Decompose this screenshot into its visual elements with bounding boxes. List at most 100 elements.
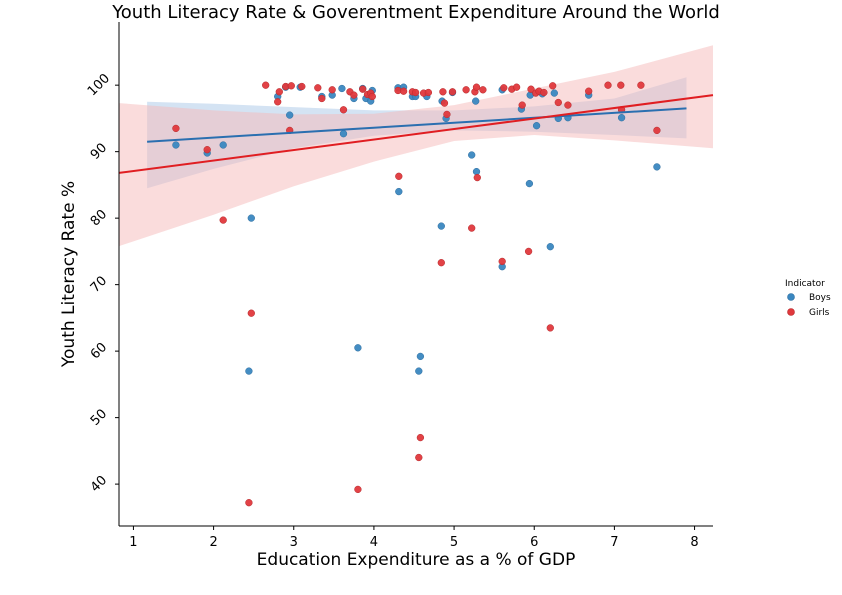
girls-point: [245, 499, 253, 507]
girls-point: [637, 81, 645, 89]
girls-point: [415, 453, 423, 462]
x-tick-label: 7: [610, 535, 618, 550]
boys-point: [472, 97, 480, 105]
girls-point: [527, 85, 535, 93]
girls-point: [468, 224, 476, 232]
girls-point: [368, 92, 376, 101]
girls-point: [440, 99, 449, 107]
girls-point: [318, 94, 326, 103]
boys-point: [354, 344, 362, 352]
girls-point: [287, 82, 295, 90]
boys-point: [468, 151, 476, 159]
girls-point: [359, 85, 367, 93]
boys-point: [550, 89, 558, 97]
girls-point: [498, 257, 506, 266]
x-tick-label: 8: [690, 535, 698, 550]
boys-point: [416, 352, 425, 361]
y-tick-label: 50: [88, 406, 110, 428]
y-tick-label: 80: [88, 207, 110, 229]
y-tick-label: 40: [88, 473, 110, 495]
girls-point: [416, 433, 425, 442]
girls-point: [203, 146, 211, 154]
girls-point: [472, 83, 481, 91]
legend: Indicator Boys Girls: [785, 279, 831, 318]
girls-point: [247, 309, 255, 317]
girls-point: [585, 87, 593, 95]
girls-point: [437, 259, 445, 267]
legend-label-boys: Boys: [809, 293, 831, 303]
legend-title: Indicator: [785, 279, 825, 289]
girls-point: [549, 82, 557, 90]
boys-point: [546, 243, 554, 251]
girls-point: [275, 88, 283, 96]
regression-layer: [118, 94, 714, 174]
girls-point: [554, 98, 562, 107]
girls-point: [443, 110, 451, 119]
y-tick-label: 90: [88, 141, 110, 163]
boys-point: [219, 141, 227, 149]
chart-title: Youth Literacy Rate & Goverentment Expen…: [111, 2, 720, 23]
boys-point: [172, 141, 180, 149]
girls-point: [604, 81, 612, 89]
girls-point: [314, 84, 322, 92]
boys-point: [395, 187, 403, 196]
y-tick-label: 70: [88, 273, 110, 295]
y-ticks: 40 50 60 70 80 90 100: [85, 71, 119, 495]
x-tick-label: 2: [209, 535, 217, 550]
girls-point: [479, 86, 487, 94]
girls-point: [473, 173, 481, 182]
boys-point: [437, 222, 445, 230]
legend-marker-boys: [787, 293, 795, 301]
girls-point: [439, 88, 447, 96]
girls-point: [424, 88, 433, 97]
boys-point: [472, 167, 481, 176]
boys-point: [245, 367, 253, 375]
girls-point: [328, 86, 336, 94]
girls-point: [219, 216, 227, 224]
girls-point: [500, 84, 508, 92]
x-tick-label: 5: [450, 535, 458, 550]
x-tick-label: 6: [530, 535, 538, 550]
girls-confidence-band: [119, 45, 713, 247]
points-layer: [172, 81, 661, 507]
girls-point: [617, 81, 625, 89]
x-tick-label: 1: [129, 535, 137, 550]
girls-point: [411, 88, 420, 97]
legend-label-girls: Girls: [809, 308, 830, 318]
girls-point: [546, 324, 554, 332]
y-tick-label: 60: [88, 340, 110, 362]
girls-point: [448, 88, 457, 96]
girls-point: [653, 126, 661, 135]
boys-point: [525, 179, 534, 188]
girls-point: [512, 83, 521, 91]
girls-point: [274, 98, 282, 106]
y-tick-label: 100: [85, 71, 113, 99]
legend-marker-girls: [787, 308, 795, 316]
x-tick-label: 4: [370, 535, 378, 550]
girls-point: [399, 87, 408, 95]
girls-point: [350, 91, 358, 99]
boys-point: [338, 84, 346, 93]
x-axis-label: Education Expenditure as a % of GDP: [257, 550, 576, 570]
girls-point: [395, 172, 403, 180]
girls-point: [354, 485, 362, 494]
boys-point: [286, 111, 294, 119]
bands-layer: [119, 45, 713, 247]
boys-regression-line: [147, 107, 687, 143]
girls-regression-line: [118, 94, 714, 174]
boys-point: [247, 214, 255, 222]
girls-point: [462, 86, 470, 94]
boys-point: [339, 130, 348, 138]
girls-point: [339, 106, 348, 114]
y-axis-label: Youth Literacy Rate %: [59, 181, 79, 368]
girls-point: [540, 88, 548, 97]
girls-point: [172, 124, 180, 133]
girls-point: [298, 82, 306, 91]
girls-point: [564, 101, 572, 109]
girls-point: [524, 247, 533, 256]
boys-point: [653, 163, 661, 171]
boys-point: [415, 367, 423, 375]
boys-point: [532, 122, 541, 130]
girls-point: [262, 81, 270, 89]
